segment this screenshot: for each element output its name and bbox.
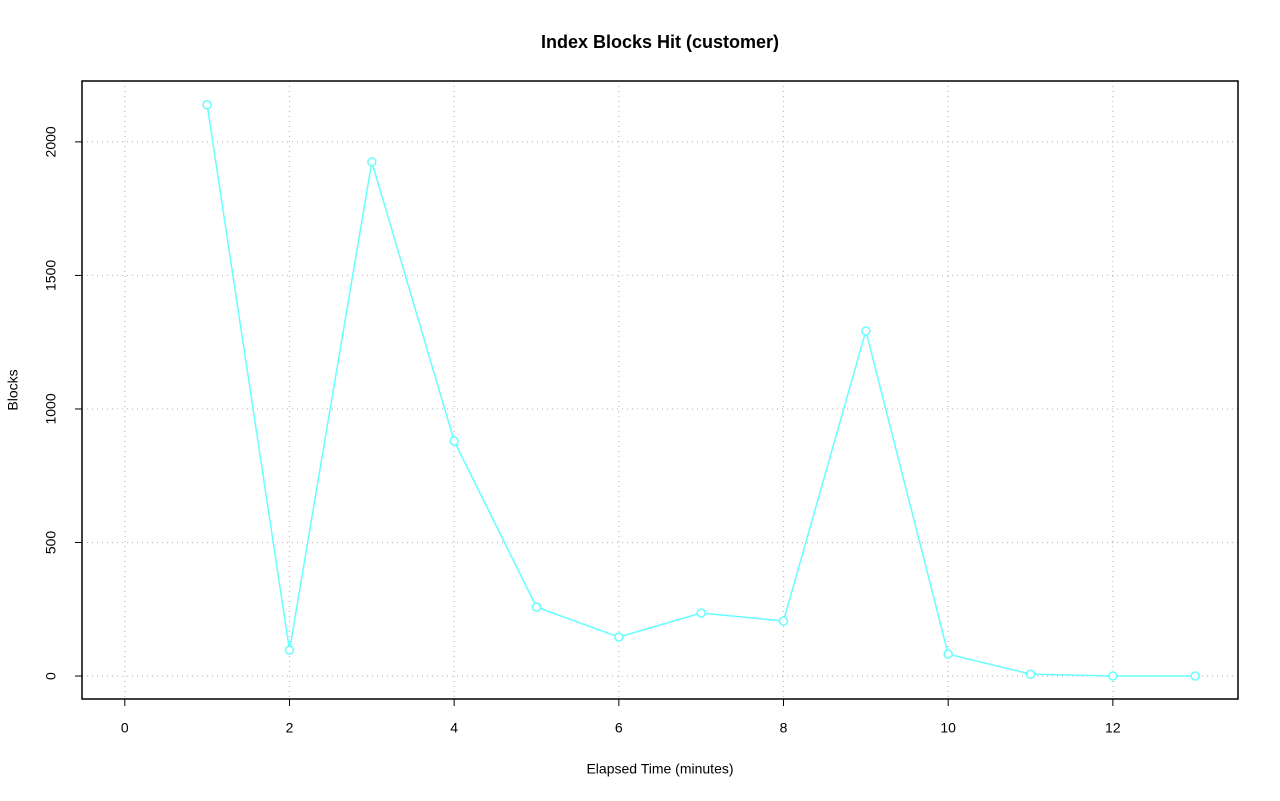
data-point [861, 326, 871, 336]
y-tick-label: 500 [43, 531, 59, 555]
data-point [1190, 671, 1200, 681]
y-tick-label: 1000 [43, 393, 59, 424]
data-point [614, 632, 624, 642]
x-tick-label: 8 [780, 720, 788, 736]
y-tick-label: 0 [43, 672, 59, 680]
data-point [1025, 669, 1036, 679]
x-tick-label: 6 [615, 720, 623, 736]
data-point [778, 616, 789, 626]
data-point [449, 436, 459, 446]
plot-frame [81, 80, 1239, 700]
data-point [696, 608, 706, 618]
x-tick-label: 2 [286, 720, 294, 736]
x-tick-label: 12 [1105, 720, 1121, 736]
data-line [206, 104, 1196, 677]
x-tick-label: 4 [450, 720, 458, 736]
data-point [367, 157, 377, 167]
y-tick-label: 1500 [43, 260, 59, 291]
y-tick-label: 2000 [43, 126, 59, 157]
data-point [531, 602, 542, 612]
x-tick-label: 0 [121, 720, 129, 736]
chart-title: Index Blocks Hit (customer) [541, 32, 779, 52]
x-tick-label: 10 [940, 720, 956, 736]
y-axis-label: Blocks [5, 369, 21, 410]
data-point [202, 100, 212, 110]
data-point [943, 649, 953, 659]
x-axis-label: Elapsed Time (minutes) [586, 761, 733, 777]
data-point [1108, 671, 1118, 681]
data-point [284, 645, 295, 655]
